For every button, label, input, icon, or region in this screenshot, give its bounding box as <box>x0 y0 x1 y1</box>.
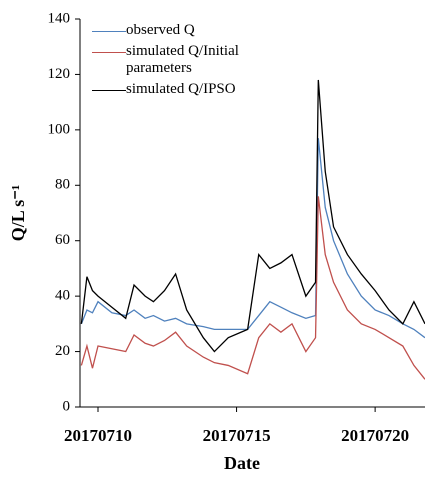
legend-label: observed Q <box>126 22 195 38</box>
y-tick-label: 40 <box>55 288 70 304</box>
legend-swatch <box>92 52 126 53</box>
series-line <box>80 79 425 353</box>
y-tick-label: 60 <box>55 232 70 248</box>
legend-label: simulated Q/Initial parameters <box>126 43 239 76</box>
y-tick-label: 0 <box>63 398 71 414</box>
legend-swatch <box>92 90 126 91</box>
y-tick-label: 140 <box>48 10 71 26</box>
x-tick-label: 20170715 <box>203 426 271 445</box>
y-tick-label: 20 <box>55 343 70 359</box>
series-line <box>80 138 425 339</box>
y-axis-label: Q/L s⁻¹ <box>8 185 28 241</box>
x-tick-label: 20170720 <box>341 426 409 445</box>
legend: observed Q simulated Q/Initial parameters… <box>92 22 292 102</box>
x-tick-label: 20170710 <box>64 426 132 445</box>
series-line <box>80 196 425 380</box>
y-tick-label: 120 <box>48 66 71 82</box>
x-axis-label: Date <box>224 453 260 473</box>
legend-item: simulated Q/IPSO <box>92 81 292 98</box>
legend-label: simulated Q/IPSO <box>126 81 236 97</box>
legend-item: simulated Q/Initial parameters <box>92 43 292 77</box>
legend-swatch <box>92 31 126 32</box>
legend-item: observed Q <box>92 22 292 39</box>
y-tick-label: 100 <box>48 121 71 137</box>
y-tick-label: 80 <box>55 177 70 193</box>
